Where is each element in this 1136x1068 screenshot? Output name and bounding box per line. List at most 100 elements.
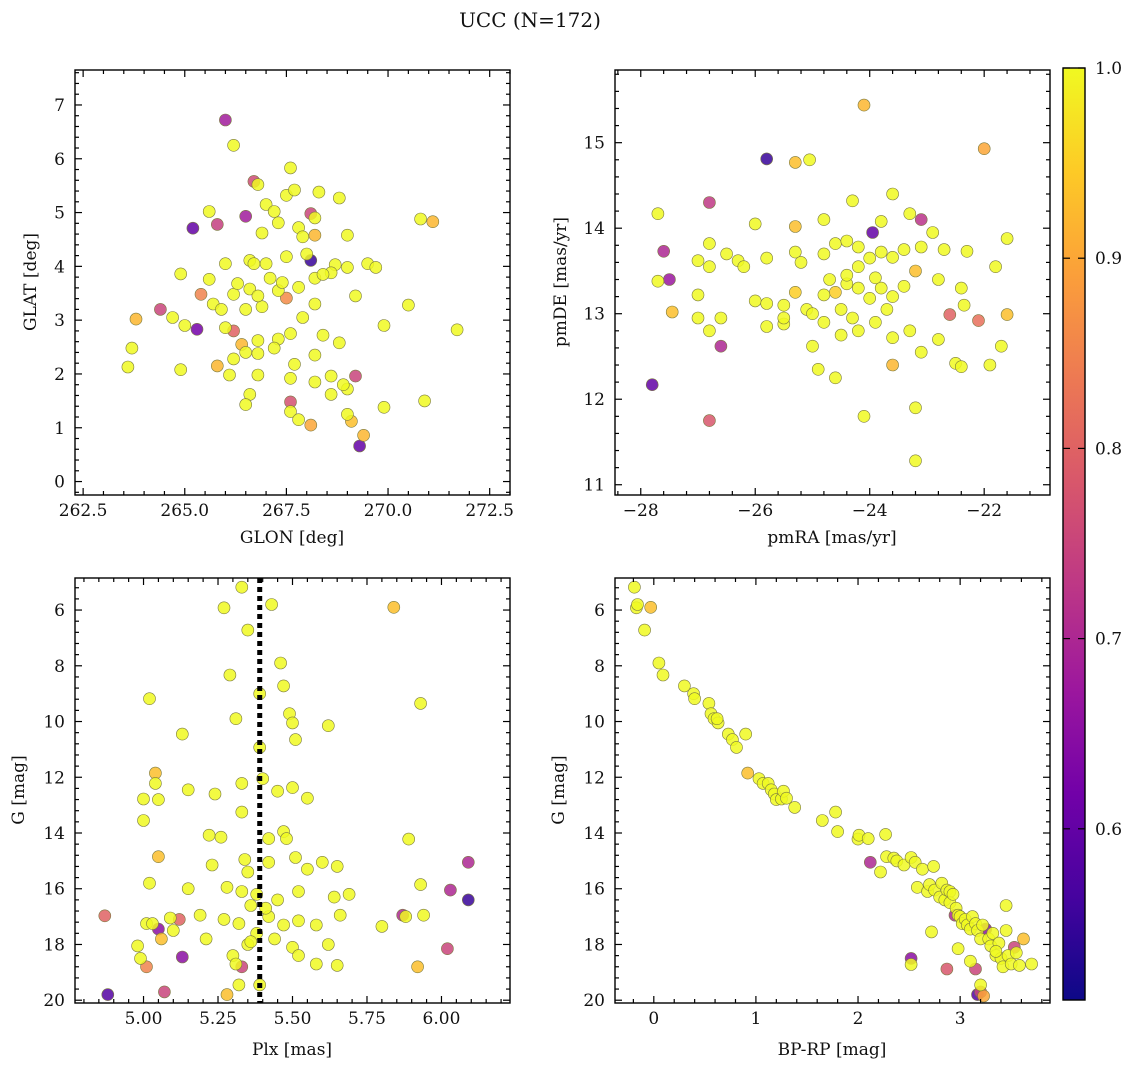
scatter-point: [101, 988, 115, 1001]
scatter-point: [879, 828, 892, 841]
x-tick-label: −26: [737, 501, 773, 521]
scatter-point: [251, 334, 265, 347]
scatter-point: [280, 291, 293, 305]
scatter-point: [312, 185, 326, 199]
scatter-point: [904, 958, 918, 971]
scatter-point: [300, 247, 314, 261]
y-tick-label: 10: [583, 713, 605, 733]
scatter-point: [190, 322, 204, 336]
scatter-point: [129, 312, 143, 326]
x-axis-label-pmra-pmde: pmRA [mas/yr]: [767, 528, 896, 548]
scatter-point: [914, 345, 928, 359]
scatter-point: [703, 324, 716, 338]
scatter-point: [227, 352, 240, 366]
scatter-point: [271, 784, 284, 798]
scatter-point: [817, 213, 831, 226]
scatter-point: [315, 855, 329, 869]
y-tick-label: 6: [54, 601, 65, 621]
scatter-point: [308, 375, 322, 389]
scatter-point: [940, 962, 954, 976]
scatter-point: [259, 198, 273, 211]
scatter-point: [903, 324, 917, 338]
scatter-point: [932, 273, 945, 286]
x-tick-label: −24: [852, 501, 888, 521]
scatter-point: [663, 273, 676, 286]
scatter-point: [215, 303, 228, 316]
scatter-point: [292, 413, 305, 427]
scatter-point: [817, 247, 831, 261]
scatter-point: [720, 247, 733, 261]
scatter-point: [308, 348, 322, 362]
scatter-point: [886, 250, 899, 264]
colorbar-tick-label: 0.9: [1095, 249, 1122, 269]
scatter-point: [332, 191, 346, 205]
colorbar-tick-label: 1.0: [1095, 59, 1122, 79]
scatter-point: [691, 254, 705, 268]
y-tick-label: 3: [54, 311, 65, 331]
scatter-point: [134, 952, 147, 965]
scatter-point: [760, 320, 774, 333]
scatter-point: [441, 942, 454, 956]
scatter-point: [205, 858, 219, 872]
scatter-point: [284, 371, 297, 385]
scatter-point: [349, 369, 362, 383]
scatter-point: [851, 281, 865, 295]
scatter-point: [137, 814, 150, 827]
scatter-point: [823, 273, 836, 286]
scatter-point: [301, 791, 314, 805]
scatter-point: [275, 276, 289, 289]
scatter-point: [223, 668, 237, 682]
scatter-point: [330, 959, 344, 972]
scatter-point: [232, 917, 246, 930]
scatter-point: [414, 697, 427, 710]
scatter-point: [262, 855, 276, 869]
scatter-point: [256, 772, 270, 786]
x-tick-label: 1: [751, 1009, 762, 1029]
scatter-point: [834, 328, 848, 342]
scatter-point: [146, 917, 159, 930]
y-tick-label: 7: [54, 96, 65, 116]
scatter-point: [174, 363, 187, 377]
y-tick-label: 5: [54, 204, 65, 224]
x-tick-label: 5.00: [125, 1009, 163, 1029]
scatter-point: [229, 712, 243, 726]
scatter-point: [229, 957, 243, 971]
scatter-point: [284, 161, 297, 175]
scatter-point: [957, 298, 971, 312]
scatter-point: [154, 303, 167, 316]
y-tick-label: 18: [583, 935, 605, 955]
scatter-point: [341, 228, 354, 242]
scatter-point: [399, 910, 413, 923]
y-axis-label-bprp-g: G [mag]: [549, 755, 569, 824]
x-tick-label: 272.5: [465, 501, 514, 521]
scatter-point: [277, 918, 290, 932]
scatter-point: [176, 727, 189, 741]
scatter-point: [125, 341, 139, 355]
scatter-point: [251, 178, 265, 191]
scatter-point: [271, 216, 285, 230]
scatter-points-glon-glat: [121, 113, 464, 453]
scatter-point: [244, 935, 258, 949]
scatter-point: [178, 319, 192, 332]
scatter-point: [803, 153, 816, 167]
scatter-points-pmra-pmde: [645, 98, 1014, 468]
scatter-point: [244, 899, 258, 912]
scatter-point: [227, 139, 240, 152]
scatter-point: [794, 256, 808, 269]
scatter-point: [387, 600, 401, 614]
scatter-point: [98, 909, 112, 923]
scatter-point: [202, 272, 216, 286]
scatter-point: [231, 277, 244, 290]
scatter-point: [644, 600, 658, 614]
scatter-point: [321, 938, 335, 951]
y-tick-label: 16: [43, 880, 65, 900]
scatter-point: [657, 245, 671, 258]
scatter-point: [255, 300, 269, 314]
scatter-point: [943, 308, 957, 321]
scatter-point: [414, 878, 427, 891]
scatter-point: [983, 358, 997, 372]
scatter-points-plx-g: [98, 580, 475, 1001]
scatter-point: [703, 260, 716, 274]
scatter-point: [656, 668, 670, 682]
